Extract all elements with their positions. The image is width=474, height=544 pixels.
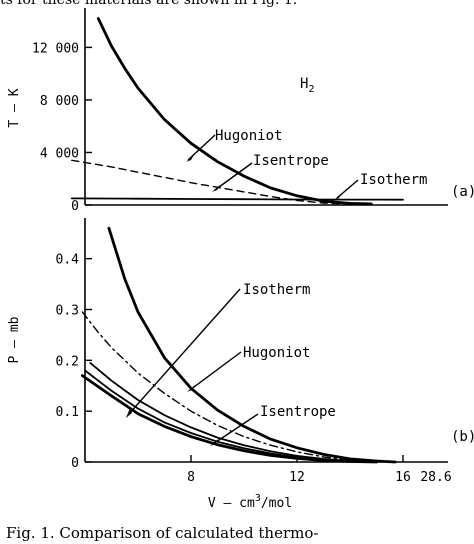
panel-b-series-isotherm — [80, 374, 378, 464]
panel-a-y-tick-label: 4 000 — [40, 146, 79, 161]
panel-a-y-tick-label: 12 000 — [32, 41, 79, 56]
leader-isentrope-b — [212, 413, 259, 445]
panel-b-series-hugoniot — [107, 226, 397, 464]
panel-b-label: (b) — [451, 429, 474, 445]
panel-a-y-label: T — K — [7, 88, 22, 127]
h2-annotation: H2 — [300, 76, 314, 95]
x-tick-label-extra: 28.6 — [420, 470, 451, 485]
panel-b-y-tick-label: 0.1 — [56, 405, 79, 420]
panel-a-series-isotherm — [70, 197, 404, 201]
x-tick-label: 12 — [289, 470, 305, 485]
panel-b-series-curve-1 — [81, 311, 378, 463]
figure-caption: Fig. 1. Comparison of calculated thermo- — [6, 524, 319, 542]
panel-a-series-hugoniot — [96, 17, 373, 206]
label-hugoniot-a: Hugoniot — [215, 128, 282, 144]
header-text: ts for these materials are shown in Fig.… — [0, 0, 298, 8]
arrow-hugoniot-b — [187, 385, 195, 392]
panel-a-label: (a) — [451, 184, 474, 200]
label-isotherm-b: Isotherm — [243, 282, 310, 298]
leader-isentrope-a — [214, 162, 253, 191]
leader-hugoniot-a — [187, 134, 216, 161]
x-tick-label: 16 — [395, 470, 411, 485]
panel-b-y-tick-label: 0.4 — [56, 253, 80, 268]
panel-b-y-label: P — mb — [7, 316, 22, 363]
x-tick-label: 8 — [187, 470, 195, 485]
panel-a-y-tick-label: 8 000 — [40, 94, 79, 109]
arrow-isentrope-a — [212, 185, 220, 192]
arrow-isotherm-b — [126, 408, 132, 418]
panel-b-series-curve-2 — [89, 361, 378, 463]
label-isotherm-a: Isotherm — [360, 172, 427, 188]
arrow-isentrope-b — [210, 439, 218, 446]
panel-a-y-tick-label: 0 — [71, 199, 79, 214]
panel-b-y-tick-label: 0 — [71, 456, 79, 471]
leader-isotherm-b — [127, 288, 241, 416]
label-isentrope-b: Isentrope — [260, 404, 336, 420]
label-isentrope-a: Isentrope — [253, 153, 329, 169]
panel-b-y-tick-label: 0.3 — [56, 304, 79, 319]
panel-b: 0 0.1 0.2 0.3 0.4 8 12 16 P — mb (b) 28.6 V — … — [7, 218, 474, 511]
panel-b-y-tick-label: 0.2 — [56, 354, 79, 369]
arrow-hugoniot-a — [186, 155, 194, 162]
label-hugoniot-b: Hugoniot — [243, 345, 310, 361]
leader-hugoniot-b — [189, 351, 242, 391]
x-axis-label: V — cm3/mol — [208, 493, 292, 511]
arrow-isotherm-a — [334, 193, 342, 200]
